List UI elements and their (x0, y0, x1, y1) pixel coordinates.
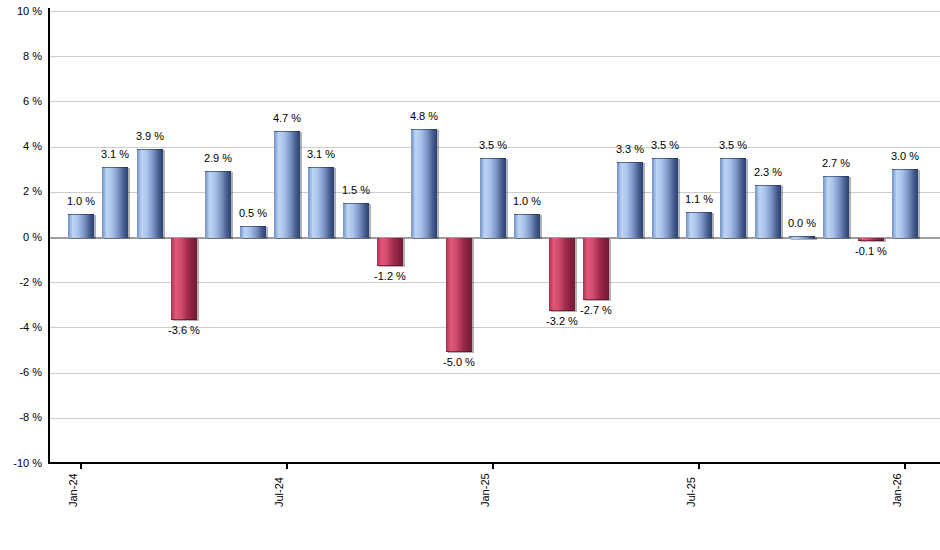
x-tick-label: Jul-25 (685, 477, 698, 507)
bar-value-label: 3.1 % (85, 148, 145, 161)
x-tick-label: Jan-26 (891, 473, 904, 507)
bar-value-label: 3.1 % (291, 148, 351, 161)
y-tick-label: 0 % (0, 231, 42, 244)
y-grid-line (48, 11, 940, 12)
bar (583, 238, 609, 300)
bar-value-label: 3.5 % (703, 139, 763, 152)
bar-value-label: 3.9 % (120, 130, 180, 143)
bar-value-label: 3.5 % (463, 139, 523, 152)
y-tick-label: 6 % (0, 95, 42, 108)
y-axis-line (48, 8, 50, 464)
y-tick-label: -2 % (0, 276, 42, 289)
bar (411, 129, 437, 238)
bar (617, 162, 643, 238)
monthly-returns-bar-chart: 10 % 8 % 6 % 4 % 2 % 0 % -2 % -4 % -6 % -8 % -10 %… (0, 0, 940, 550)
y-grid-line (48, 56, 940, 57)
bar (823, 176, 849, 238)
bar (343, 203, 369, 238)
bar (205, 171, 231, 238)
bar (549, 238, 575, 311)
y-grid-line (48, 101, 940, 102)
x-tick-label: Jul-24 (273, 477, 286, 507)
bar (514, 214, 540, 238)
x-axis-line (48, 462, 940, 464)
bar (789, 236, 815, 239)
bar-value-label: -3.6 % (154, 324, 214, 337)
bar-value-label: 4.8 % (394, 110, 454, 123)
bar-value-label: -0.1 % (841, 245, 901, 258)
bar (137, 149, 163, 238)
x-tick-mark (698, 463, 700, 469)
bar-value-label: 1.0 % (497, 195, 557, 208)
bar (858, 238, 884, 241)
x-tick-mark (286, 463, 288, 469)
bar (102, 167, 128, 238)
y-tick-label: -6 % (0, 366, 42, 379)
x-tick-mark (492, 463, 494, 469)
bar-value-label: 4.7 % (257, 112, 317, 125)
y-tick-label: 8 % (0, 50, 42, 63)
bar (446, 238, 472, 352)
bar (892, 169, 918, 238)
bar-value-label: -2.7 % (566, 304, 626, 317)
y-tick-label: 10 % (0, 5, 42, 18)
y-grid-line (48, 373, 940, 374)
x-tick-label: Jan-24 (67, 473, 80, 507)
bar-value-label: 2.3 % (738, 166, 798, 179)
bar-value-label: 1.5 % (326, 184, 386, 197)
x-tick-label: Jan-25 (479, 473, 492, 507)
y-tick-label: -4 % (0, 321, 42, 334)
bar-value-label: -5.0 % (429, 356, 489, 369)
bar (240, 226, 266, 238)
x-tick-mark (904, 463, 906, 469)
bar (686, 212, 712, 238)
bar (755, 185, 781, 238)
y-tick-label: -10 % (0, 457, 42, 470)
bar-value-label: -1.2 % (360, 270, 420, 283)
bar-value-label: 2.9 % (188, 152, 248, 165)
bar (308, 167, 334, 238)
x-tick-mark (80, 463, 82, 469)
bar (377, 238, 403, 266)
y-grid-line (48, 418, 940, 419)
bar-value-label: 3.0 % (875, 150, 935, 163)
bar (171, 238, 197, 320)
bar-value-label: 2.7 % (806, 157, 866, 170)
y-tick-label: -8 % (0, 411, 42, 424)
bar-value-label: 3.5 % (635, 139, 695, 152)
bar (68, 214, 94, 238)
y-tick-label: 4 % (0, 140, 42, 153)
plot-area: 10 % 8 % 6 % 4 % 2 % 0 % -2 % -4 % -6 % -8 % -10 %… (0, 0, 940, 550)
y-tick-label: 2 % (0, 185, 42, 198)
